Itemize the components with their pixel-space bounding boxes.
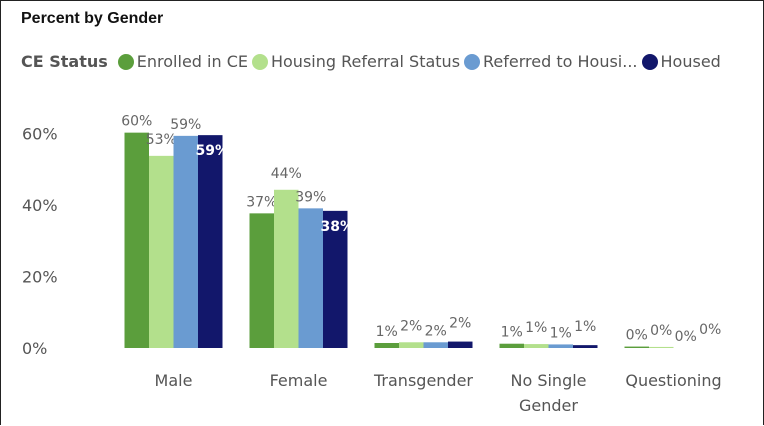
legend-label: Housed bbox=[660, 52, 721, 71]
legend-swatch bbox=[117, 53, 134, 70]
bar bbox=[298, 208, 323, 348]
data-label: 2% bbox=[400, 318, 422, 334]
data-label: 59% bbox=[170, 117, 201, 133]
bar bbox=[173, 135, 198, 348]
x-tick-label: No Single Gender bbox=[510, 371, 587, 415]
bar bbox=[374, 343, 399, 348]
y-tick-label: 0% bbox=[22, 339, 47, 358]
bar bbox=[548, 344, 573, 348]
bar bbox=[323, 210, 348, 348]
x-tick-label: Female bbox=[269, 371, 328, 390]
legend-swatch bbox=[251, 53, 268, 70]
legend: CE Status Enrolled in CE Housing Referral… bbox=[21, 52, 763, 71]
data-label: 0% bbox=[675, 329, 697, 345]
legend-item: Housed bbox=[641, 52, 721, 71]
bar bbox=[249, 213, 274, 348]
chart-title: Percent by Gender bbox=[21, 10, 164, 27]
data-label: 60% bbox=[121, 114, 152, 130]
data-label: 0% bbox=[650, 323, 672, 339]
data-label: 1% bbox=[574, 319, 596, 335]
data-label: 59% bbox=[195, 143, 229, 159]
bar bbox=[624, 346, 649, 348]
data-label: 1% bbox=[525, 320, 547, 336]
bar bbox=[274, 189, 299, 348]
legend-label: Referred to Housi... bbox=[483, 52, 638, 71]
legend-item: Referred to Housi... bbox=[464, 52, 638, 71]
bar bbox=[124, 132, 149, 348]
data-label: 0% bbox=[626, 328, 648, 344]
legend-swatch bbox=[464, 53, 481, 70]
data-label: 38% bbox=[320, 219, 354, 235]
bar bbox=[524, 344, 549, 348]
legend-item: Enrolled in CE bbox=[117, 52, 248, 71]
legend-swatch bbox=[641, 53, 658, 70]
data-label: 2% bbox=[449, 316, 471, 332]
bar bbox=[198, 135, 223, 348]
bar bbox=[423, 342, 448, 348]
data-label: 53% bbox=[146, 132, 177, 148]
bar bbox=[649, 346, 674, 348]
data-label: 37% bbox=[246, 194, 277, 210]
data-label: 1% bbox=[376, 324, 398, 340]
legend-label: Enrolled in CE bbox=[136, 52, 248, 71]
y-tick-label: 40% bbox=[22, 196, 58, 215]
bar bbox=[448, 341, 473, 348]
legend-label: Housing Referral Status bbox=[270, 52, 461, 71]
x-tick-label: Transgender bbox=[374, 371, 473, 390]
bar bbox=[149, 155, 174, 348]
data-label: 44% bbox=[271, 166, 302, 182]
bar bbox=[573, 345, 598, 348]
legend-title: CE Status bbox=[21, 52, 108, 71]
x-tick-label: Male bbox=[154, 371, 193, 390]
data-label: 1% bbox=[501, 325, 523, 341]
y-tick-label: 20% bbox=[22, 268, 58, 287]
data-label: 39% bbox=[295, 189, 326, 205]
legend-item: Housing Referral Status bbox=[251, 52, 461, 71]
x-tick-label: Questioning bbox=[625, 371, 722, 390]
bar bbox=[399, 342, 424, 348]
bar bbox=[499, 343, 524, 348]
y-tick-label: 60% bbox=[22, 125, 58, 144]
data-label: 1% bbox=[550, 325, 572, 341]
data-label: 2% bbox=[425, 323, 447, 339]
data-label: 0% bbox=[699, 322, 721, 338]
